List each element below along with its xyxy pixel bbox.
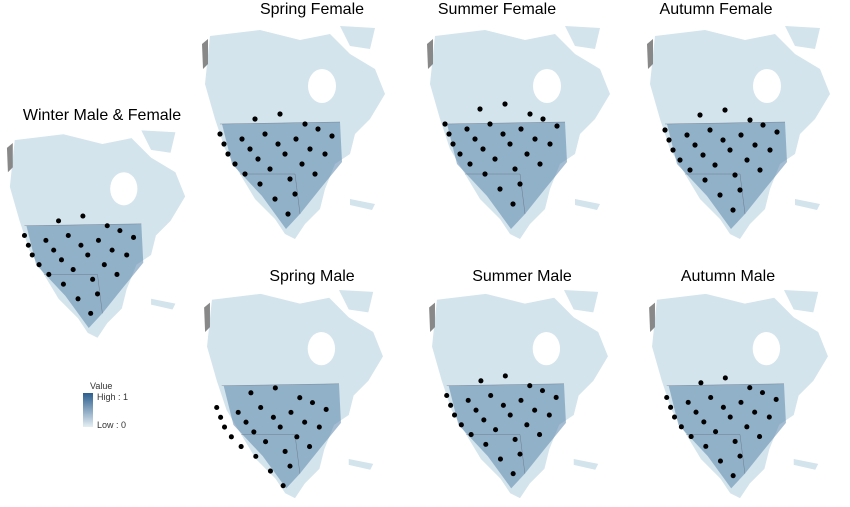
panel-title: Spring Female xyxy=(260,1,364,18)
map-panel xyxy=(6,129,186,339)
map-panel xyxy=(648,289,829,499)
panel-title: Summer Male xyxy=(472,268,572,285)
panel-title: Autumn Female xyxy=(660,1,773,18)
map-panel xyxy=(646,25,831,240)
legend: Value High : 1 Low : 0 xyxy=(83,381,128,430)
map-panel xyxy=(428,289,609,499)
panel-title: Spring Male xyxy=(269,268,354,285)
map-panel xyxy=(203,289,384,499)
legend-low: Low : 0 xyxy=(97,420,126,430)
panel-title: Winter Male & Female xyxy=(23,107,181,124)
map-panel xyxy=(201,25,386,240)
map-panel xyxy=(426,25,611,240)
legend-high: High : 1 xyxy=(97,392,128,402)
legend-ramp xyxy=(83,393,93,427)
legend-title: Value xyxy=(90,381,112,391)
panel-title: Summer Female xyxy=(438,1,556,18)
panel-title: Autumn Male xyxy=(681,268,775,285)
